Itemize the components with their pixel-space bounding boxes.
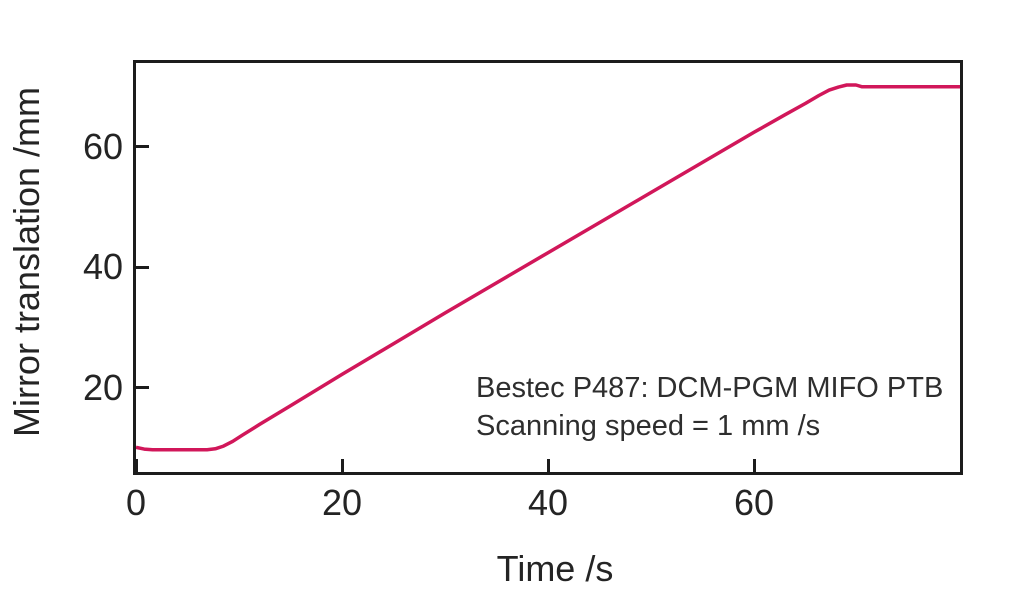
y-tick-mark [136, 145, 149, 149]
y-tick-label: 40 [82, 246, 123, 288]
annotation: Bestec P487: DCM-PGM MIFO PTB Scanning s… [476, 369, 943, 445]
mirror-translation-line [136, 83, 960, 452]
y-axis-title: Mirror translation /mm [6, 86, 47, 438]
y-tick-label: 20 [82, 366, 123, 408]
x-tick-mark [134, 459, 138, 472]
x-tick-mark [546, 459, 550, 472]
x-tick-mark [340, 459, 344, 472]
y-tick-label: 60 [82, 125, 123, 167]
x-tick-label: 20 [321, 482, 363, 523]
data-line-svg [136, 83, 960, 452]
annotation-line2: Scanning speed = 1 mm /s [476, 410, 821, 442]
y-tick-mark [136, 265, 149, 269]
y-tick-mark [136, 386, 149, 390]
plot-area: Bestec P487: DCM-PGM MIFO PTB Scanning s… [133, 60, 963, 475]
x-tick-label: 60 [733, 482, 775, 523]
x-tick-mark [752, 459, 756, 472]
annotation-line1: Bestec P487: DCM-PGM MIFO PTB [476, 372, 944, 404]
x-axis-title: Time /s [496, 548, 614, 589]
x-tick-label: 0 [125, 482, 147, 523]
x-tick-label: 40 [527, 482, 569, 523]
